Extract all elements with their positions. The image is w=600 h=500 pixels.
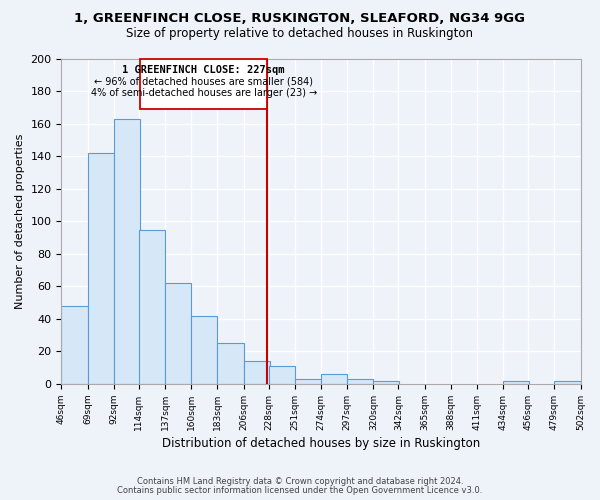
Bar (139, 230, 165, 384)
Bar (217, 344, 244, 384)
Bar (88, 153, 114, 384)
Bar (554, 380, 581, 384)
Bar (165, 283, 191, 384)
Bar (347, 379, 373, 384)
Text: 4% of semi-detached houses are larger (23) →: 4% of semi-detached houses are larger (2… (91, 88, 317, 98)
Bar (295, 379, 321, 384)
Text: Contains HM Land Registry data © Crown copyright and database right 2024.: Contains HM Land Registry data © Crown c… (137, 477, 463, 486)
Bar (191, 316, 217, 384)
Bar (61, 306, 88, 384)
Y-axis label: Number of detached properties: Number of detached properties (15, 134, 25, 309)
Text: 1 GREENFINCH CLOSE: 227sqm: 1 GREENFINCH CLOSE: 227sqm (122, 66, 285, 76)
Text: Size of property relative to detached houses in Ruskington: Size of property relative to detached ho… (127, 28, 473, 40)
FancyBboxPatch shape (140, 59, 268, 110)
Bar (321, 374, 347, 384)
Bar (503, 380, 529, 384)
Bar (244, 361, 270, 384)
Bar (373, 380, 400, 384)
Bar (114, 119, 140, 384)
X-axis label: Distribution of detached houses by size in Ruskington: Distribution of detached houses by size … (162, 437, 480, 450)
Bar (269, 366, 295, 384)
Text: Contains public sector information licensed under the Open Government Licence v3: Contains public sector information licen… (118, 486, 482, 495)
Text: 1, GREENFINCH CLOSE, RUSKINGTON, SLEAFORD, NG34 9GG: 1, GREENFINCH CLOSE, RUSKINGTON, SLEAFOR… (74, 12, 526, 26)
Text: ← 96% of detached houses are smaller (584): ← 96% of detached houses are smaller (58… (94, 77, 313, 87)
